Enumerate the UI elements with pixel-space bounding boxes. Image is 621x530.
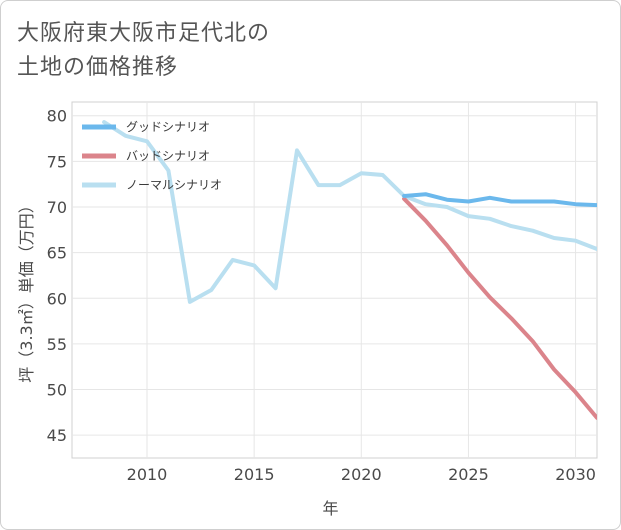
y-tick-label: 50	[47, 381, 67, 400]
y-tick-label: 55	[47, 335, 67, 354]
x-tick-label: 2025	[448, 465, 489, 484]
y-tick-label: 65	[47, 244, 67, 263]
legend-label: バッドシナリオ	[126, 149, 210, 163]
y-tick-label: 60	[47, 289, 67, 308]
x-tick-label: 2030	[555, 465, 596, 484]
x-axis-label: 年	[322, 499, 338, 518]
series-layer	[102, 120, 597, 420]
series-line-1	[402, 196, 597, 420]
series-line-0	[402, 192, 597, 208]
chart-title: 大阪府東大阪市足代北の 土地の価格推移	[17, 17, 270, 85]
y-tick-label: 75	[47, 152, 67, 171]
legend-label: グッドシナリオ	[126, 120, 210, 134]
x-tick-label: 2010	[127, 465, 168, 484]
y-tick-label: 45	[47, 426, 67, 445]
chart-title-line1: 大阪府東大阪市足代北の	[17, 21, 271, 46]
chart-title-line2: 土地の価格推移	[17, 55, 179, 80]
x-tick-label: 2020	[341, 465, 382, 484]
legend-label: ノーマルシナリオ	[126, 178, 222, 192]
x-tick-label: 2015	[234, 465, 275, 484]
y-tick-label: 80	[47, 107, 67, 126]
y-axis-label: 坪（3.3㎡）単価（万円）	[17, 197, 36, 382]
series-line-2	[102, 120, 597, 304]
y-tick-label: 70	[47, 198, 67, 217]
